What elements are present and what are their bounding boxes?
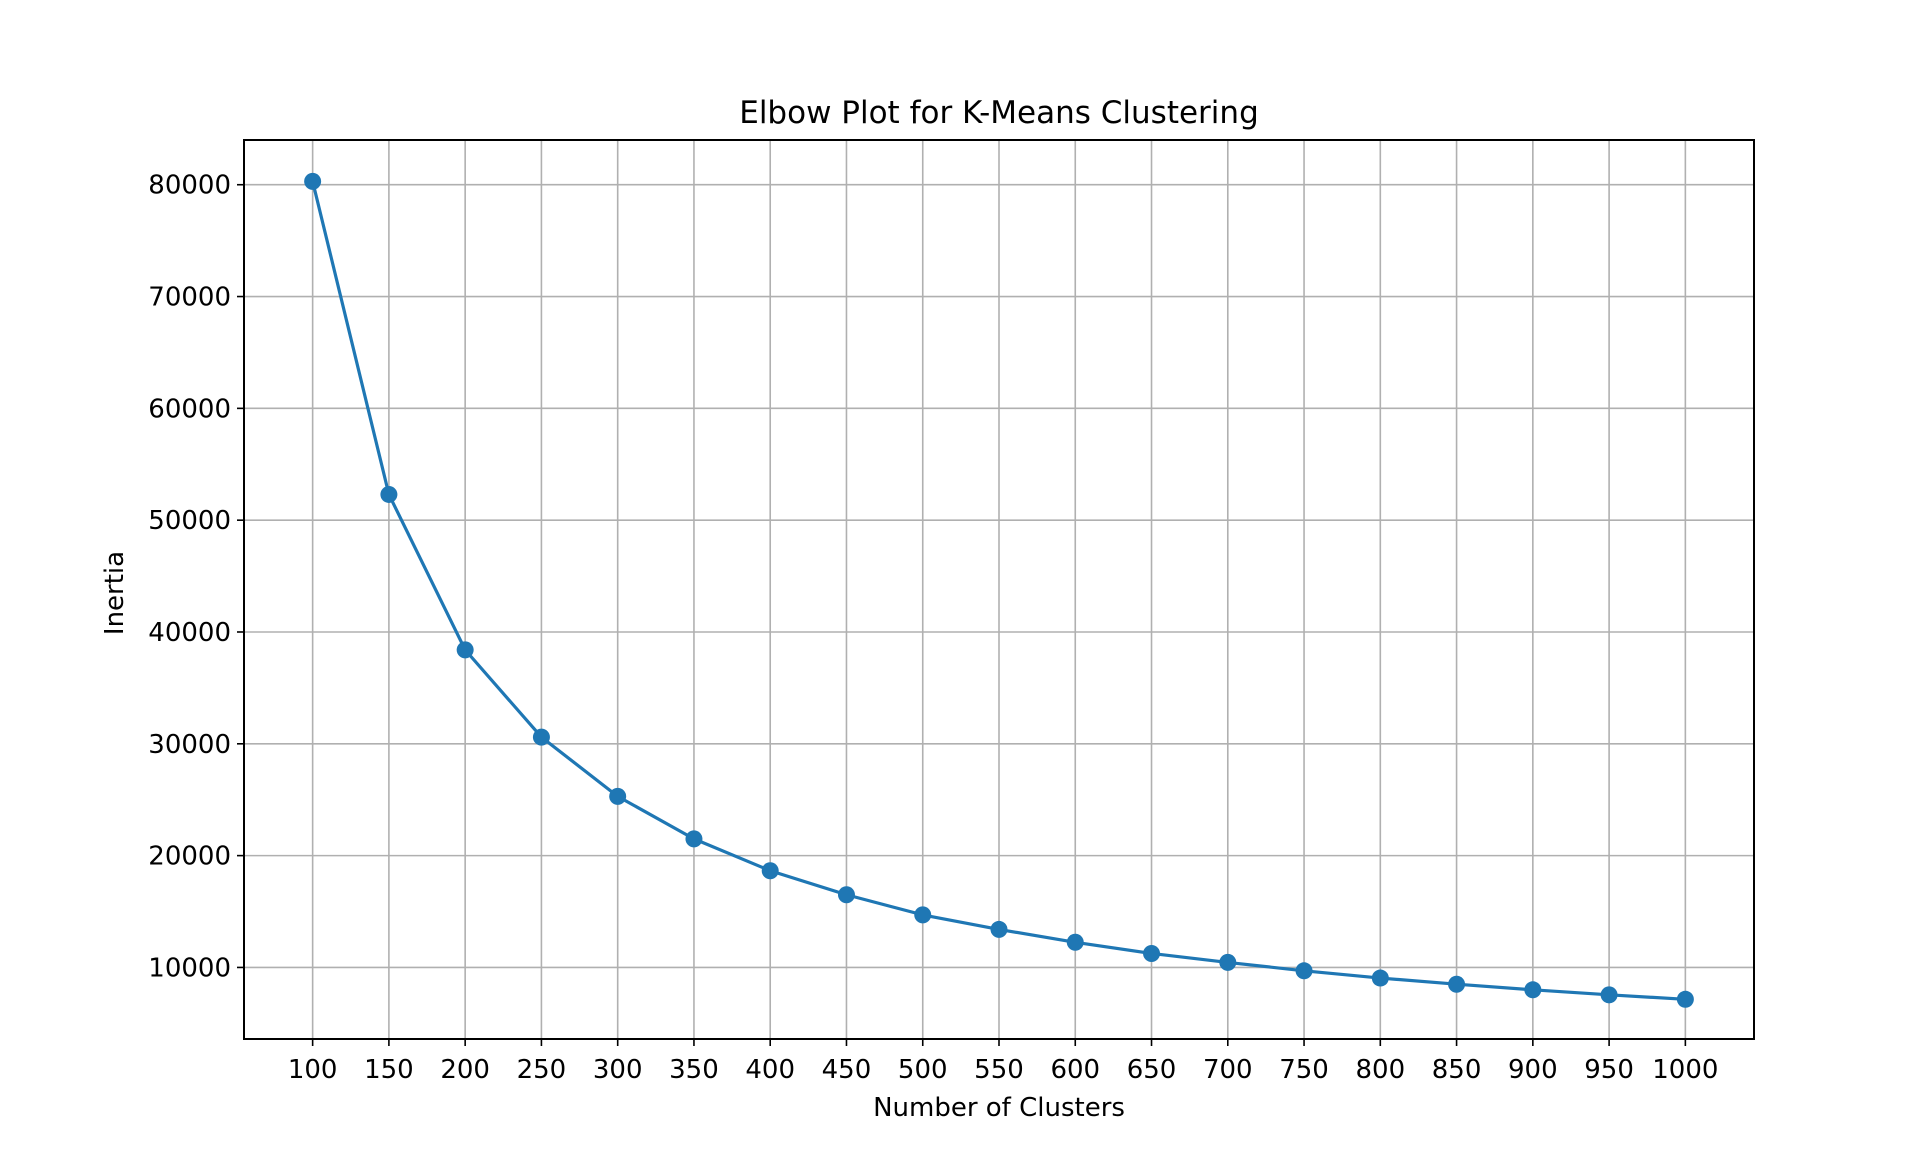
x-tick-label: 300 (593, 1055, 643, 1085)
x-tick-label: 450 (822, 1055, 872, 1085)
data-point-marker (1371, 969, 1389, 987)
data-point-marker (456, 641, 474, 659)
y-tick-label: 50000 (148, 506, 231, 536)
data-point-marker (1066, 933, 1084, 951)
data-point-marker (532, 728, 550, 746)
data-point-marker (761, 862, 779, 880)
x-tick-label: 800 (1355, 1055, 1405, 1085)
data-point-marker (304, 172, 322, 190)
x-tick-label: 750 (1279, 1055, 1329, 1085)
x-tick-label: 850 (1432, 1055, 1482, 1085)
x-tick-label: 1000 (1652, 1055, 1718, 1085)
data-point-marker (609, 787, 627, 805)
y-tick-label: 40000 (148, 618, 231, 648)
data-point-marker (1143, 944, 1161, 962)
data-point-marker (990, 920, 1008, 938)
data-point-marker (1219, 953, 1237, 971)
x-tick-label: 150 (364, 1055, 414, 1085)
y-tick-label: 80000 (148, 171, 231, 201)
x-tick-label: 100 (288, 1055, 338, 1085)
x-tick-label: 400 (745, 1055, 795, 1085)
x-tick-label: 550 (974, 1055, 1024, 1085)
x-tick-label: 650 (1127, 1055, 1177, 1085)
y-tick-label: 20000 (148, 842, 231, 872)
y-tick-label: 60000 (148, 394, 231, 424)
x-tick-label: 250 (517, 1055, 567, 1085)
x-tick-label: 200 (440, 1055, 490, 1085)
y-axis-label: Inertia (100, 551, 130, 635)
x-tick-label: 350 (669, 1055, 719, 1085)
x-axis-label: Number of Clusters (873, 1093, 1125, 1123)
data-point-marker (1524, 981, 1542, 999)
axis-ticks: 100 150 200 250 300 350 400 450 500 550 600 650 700 7… (148, 171, 1718, 1085)
data-point-marker (1448, 975, 1466, 993)
y-tick-label: 10000 (148, 953, 231, 983)
data-point-marker (1676, 990, 1694, 1008)
x-tick-label: 600 (1050, 1055, 1100, 1085)
data-point-marker (914, 906, 932, 924)
grid (244, 140, 1754, 1039)
data-point-marker (1600, 986, 1618, 1004)
data-point-marker (380, 485, 398, 503)
y-tick-label: 30000 (148, 730, 231, 760)
data-point-marker (837, 886, 855, 904)
x-tick-label: 900 (1508, 1055, 1558, 1085)
chart-title: Elbow Plot for K-Means Clustering (739, 95, 1259, 131)
series-layer (304, 172, 1694, 1008)
data-point-marker (685, 830, 703, 848)
x-tick-label: 500 (898, 1055, 948, 1085)
data-point-marker (1295, 962, 1313, 980)
x-tick-label: 700 (1203, 1055, 1253, 1085)
x-tick-label: 950 (1584, 1055, 1634, 1085)
y-tick-label: 70000 (148, 283, 231, 313)
